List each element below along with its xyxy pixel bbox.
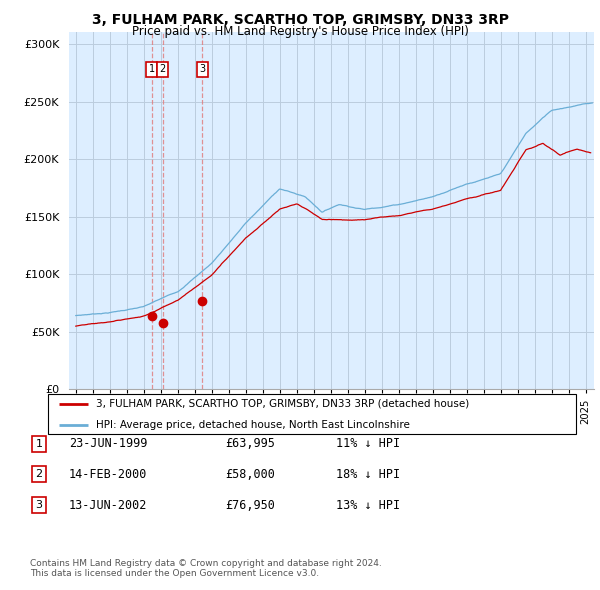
Text: £76,950: £76,950 <box>225 499 275 512</box>
Text: 11% ↓ HPI: 11% ↓ HPI <box>336 437 400 450</box>
Text: HPI: Average price, detached house, North East Lincolnshire: HPI: Average price, detached house, Nort… <box>95 420 409 430</box>
Text: 23-JUN-1999: 23-JUN-1999 <box>69 437 148 450</box>
FancyBboxPatch shape <box>48 394 576 434</box>
Text: 13% ↓ HPI: 13% ↓ HPI <box>336 499 400 512</box>
Text: 3, FULHAM PARK, SCARTHO TOP, GRIMSBY, DN33 3RP: 3, FULHAM PARK, SCARTHO TOP, GRIMSBY, DN… <box>91 13 509 27</box>
Text: 1: 1 <box>149 64 155 74</box>
Text: £58,000: £58,000 <box>225 468 275 481</box>
Text: £63,995: £63,995 <box>225 437 275 450</box>
Text: This data is licensed under the Open Government Licence v3.0.: This data is licensed under the Open Gov… <box>30 569 319 578</box>
Text: 3: 3 <box>35 500 43 510</box>
Text: 2: 2 <box>160 64 166 74</box>
Text: 2: 2 <box>35 470 43 479</box>
Text: 3: 3 <box>199 64 205 74</box>
Text: Contains HM Land Registry data © Crown copyright and database right 2024.: Contains HM Land Registry data © Crown c… <box>30 559 382 568</box>
Text: 14-FEB-2000: 14-FEB-2000 <box>69 468 148 481</box>
Text: 3, FULHAM PARK, SCARTHO TOP, GRIMSBY, DN33 3RP (detached house): 3, FULHAM PARK, SCARTHO TOP, GRIMSBY, DN… <box>95 399 469 408</box>
Text: Price paid vs. HM Land Registry's House Price Index (HPI): Price paid vs. HM Land Registry's House … <box>131 25 469 38</box>
Text: 1: 1 <box>35 439 43 448</box>
Text: 18% ↓ HPI: 18% ↓ HPI <box>336 468 400 481</box>
Text: 13-JUN-2002: 13-JUN-2002 <box>69 499 148 512</box>
